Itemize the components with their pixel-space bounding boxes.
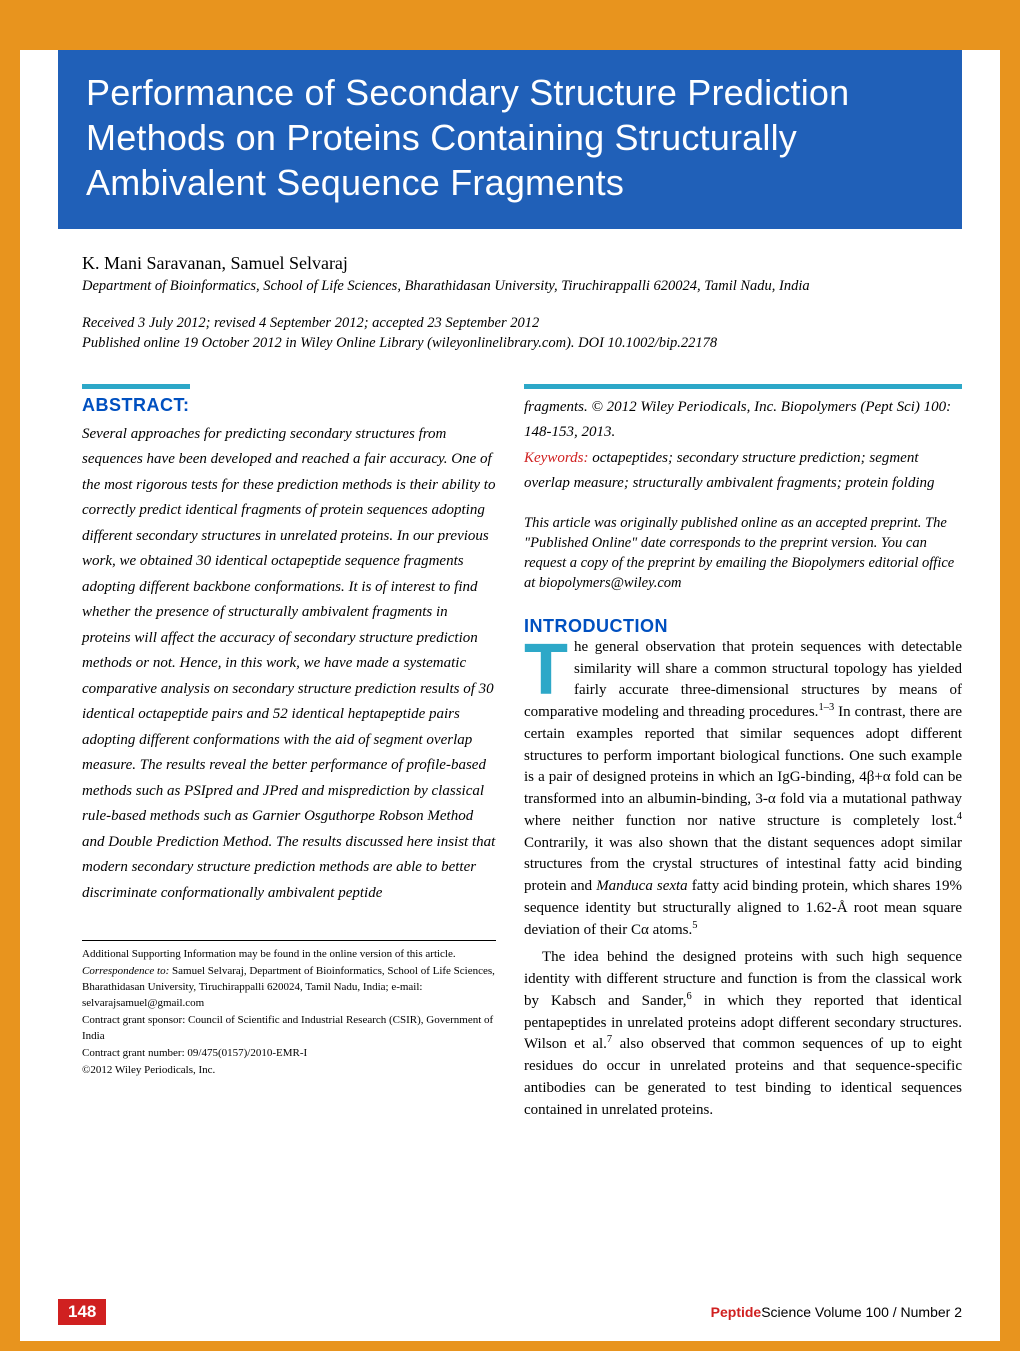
- publication-dates: Received 3 July 2012; revised 4 Septembe…: [82, 313, 962, 354]
- abstract-body: Several approaches for predicting second…: [82, 422, 496, 907]
- abstract-heading: ABSTRACT:: [82, 384, 190, 416]
- ref-1-3: 1–3: [818, 702, 834, 713]
- dates-line-2: Published online 19 October 2012 in Wile…: [82, 333, 962, 353]
- abstract-continuation: fragments. © 2012 Wiley Periodicals, Inc…: [524, 384, 962, 497]
- grant-number: Contract grant number: 09/475(0157)/2010…: [82, 1046, 496, 1062]
- page-number: 148: [58, 1299, 106, 1325]
- left-column: ABSTRACT: Several approaches for predict…: [58, 384, 496, 1128]
- copyright: ©2012 Wiley Periodicals, Inc.: [82, 1063, 496, 1079]
- journal-rest: Science Volume 100 / Number 2: [761, 1304, 962, 1320]
- affiliation: Department of Bioinformatics, School of …: [82, 278, 962, 295]
- correspondence-label: Correspondence to:: [82, 965, 169, 977]
- introduction-heading: INTRODUCTION: [524, 616, 962, 637]
- ref-4: 4: [957, 811, 962, 822]
- paper-page: Performance of Secondary Structure Predi…: [20, 50, 1000, 1341]
- authors: K. Mani Saravanan, Samuel Selvaraj: [82, 253, 962, 274]
- dates-line-1: Received 3 July 2012; revised 4 Septembe…: [82, 313, 962, 333]
- supporting-line: Additional Supporting Information may be…: [82, 947, 496, 963]
- intro-paragraph-1: The general observation that protein seq…: [524, 637, 962, 942]
- journal-bold: Peptide: [711, 1304, 762, 1320]
- keywords-label: Keywords:: [524, 450, 588, 466]
- article-title: Performance of Secondary Structure Predi…: [86, 70, 934, 205]
- journal-label: PeptideScience Volume 100 / Number 2: [711, 1304, 962, 1320]
- intro-paragraph-2: The idea behind the designed proteins wi…: [524, 947, 962, 1121]
- grant-sponsor: Contract grant sponsor: Council of Scien…: [82, 1013, 496, 1045]
- correspondence: Correspondence to: Samuel Selvaraj, Depa…: [82, 964, 496, 1012]
- page-footer: 148 PeptideScience Volume 100 / Number 2: [58, 1299, 962, 1325]
- species-name: Manduca sexta: [596, 878, 688, 894]
- ref-5: 5: [692, 920, 697, 931]
- meta-block: K. Mani Saravanan, Samuel Selvaraj Depar…: [82, 253, 962, 354]
- title-block: Performance of Secondary Structure Predi…: [58, 50, 962, 229]
- intro-p1-b: In contrast, there are certain examples …: [524, 704, 962, 829]
- introduction-body: The general observation that protein seq…: [524, 637, 962, 1122]
- citation-text: fragments. © 2012 Wiley Periodicals, Inc…: [524, 399, 951, 441]
- two-column-content: ABSTRACT: Several approaches for predict…: [58, 384, 962, 1128]
- supporting-info: Additional Supporting Information may be…: [82, 940, 496, 1079]
- right-column: fragments. © 2012 Wiley Periodicals, Inc…: [524, 384, 962, 1128]
- preprint-note: This article was originally published on…: [524, 513, 962, 594]
- dropcap: T: [524, 641, 568, 700]
